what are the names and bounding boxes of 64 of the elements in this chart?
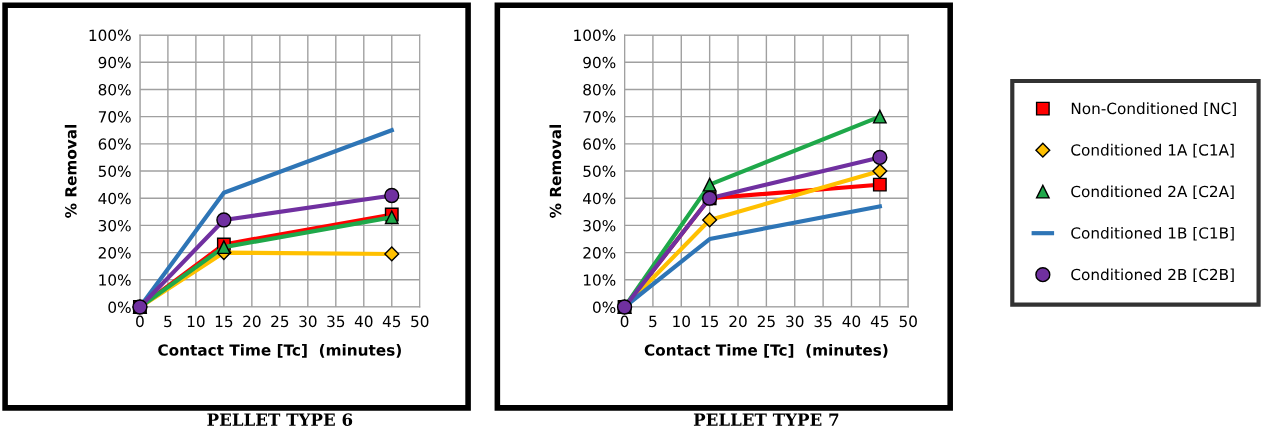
y-tick-label: 30% [583, 219, 616, 232]
y-tick-label: 30% [98, 219, 131, 232]
y-tick-label: 80% [98, 83, 131, 96]
y-tick-label: 60% [98, 138, 131, 150]
point [384, 246, 400, 262]
x-tick-label: 35 [327, 315, 345, 328]
legend-label: Conditioned 1B [C1B] [1071, 226, 1234, 241]
y-tick-label: 10% [99, 274, 131, 286]
y-tick-label: 90% [583, 56, 616, 69]
x-tick-label: 25 [757, 315, 775, 328]
x-axis-title: Contact Time [Tc] (minutes) [158, 344, 401, 358]
x-tick-label: 10 [673, 315, 690, 328]
x-tick-label: 30 [786, 315, 804, 328]
y-tick-label: 70% [98, 111, 131, 123]
x-tick-label: 20 [729, 315, 747, 328]
y-tick-label: 50% [583, 165, 616, 178]
y-tick-label: 90% [98, 56, 131, 69]
legend-label: Non-Conditioned [NC] [1071, 102, 1236, 116]
x-tick-label: 0 [136, 315, 144, 328]
x-tick-label: 50 [899, 315, 917, 328]
y-tick-label: 40% [583, 192, 616, 205]
y-tick-label: 0% [108, 301, 131, 314]
point [702, 212, 718, 228]
x-tick-label: 40 [842, 315, 861, 328]
y-tick-label: 0% [592, 301, 616, 314]
x-tick-label: 50 [411, 315, 429, 328]
y-tick-label: 20% [583, 247, 616, 259]
y-tick-label: 50% [98, 165, 131, 178]
y-tick-label: 40% [98, 192, 131, 205]
y-tick-label: 70% [583, 111, 616, 123]
x-tick-label: 5 [164, 315, 172, 328]
legend-label: Conditioned 2A [C2A] [1071, 185, 1234, 200]
point [872, 149, 888, 166]
point [702, 177, 717, 192]
x-tick-label: 15 [701, 315, 719, 328]
point [384, 187, 400, 204]
text: PELLET TYPE 7 [693, 413, 839, 426]
y-tick-label: 60% [583, 138, 616, 150]
point [872, 163, 888, 179]
x-tick-label: 25 [271, 315, 289, 328]
y-tick-label: 100% [574, 29, 616, 42]
x-tick-label: 15 [215, 315, 233, 328]
y-tick-label: 100% [89, 29, 131, 42]
x-tick-label: 40 [354, 315, 373, 328]
x-tick-label: 45 [382, 315, 401, 328]
legend-label: Conditioned 2B [C2B] [1071, 268, 1234, 283]
legend-label: Conditioned 1A [C1A] [1071, 143, 1234, 158]
x-tick-label: 10 [187, 315, 205, 328]
text: PELLET TYPE 6 [207, 413, 353, 426]
x-tick-label: 30 [299, 315, 317, 328]
x-axis-title: Contact Time [Tc] (minutes) [644, 344, 888, 358]
x-tick-label: 35 [814, 315, 832, 328]
point [872, 109, 887, 124]
x-tick-label: 20 [243, 315, 261, 328]
point [872, 177, 887, 192]
x-tick-label: 0 [620, 315, 629, 328]
x-tick-label: 5 [649, 315, 657, 328]
point [216, 212, 232, 228]
y-tick-label: 20% [98, 247, 131, 259]
y-axis-title: % Removal [549, 124, 562, 218]
x-tick-label: 45 [870, 315, 889, 328]
y-tick-label: 80% [583, 83, 616, 96]
y-axis-title: % Removal [64, 124, 77, 218]
y-tick-label: 10% [583, 274, 616, 286]
